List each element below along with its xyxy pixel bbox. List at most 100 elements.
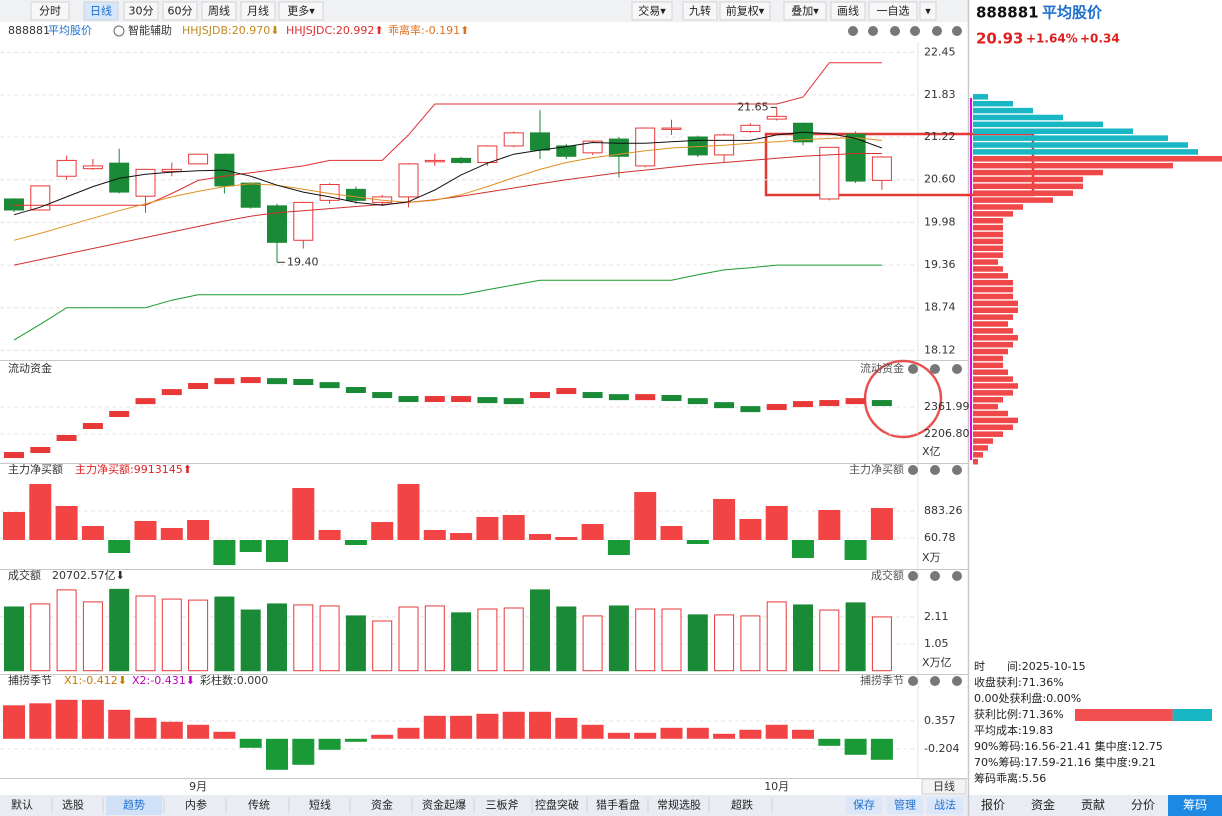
- bottom-tab[interactable]: 默认: [11, 799, 33, 812]
- bottom-tab[interactable]: 资金起爆: [422, 798, 466, 812]
- toolbar-button-label[interactable]: ▾: [925, 5, 931, 18]
- toolbar-button[interactable]: [278, 1, 324, 21]
- action-button[interactable]: 保存: [853, 798, 875, 812]
- toolbar-button-label[interactable]: 叠加▾: [791, 5, 819, 18]
- panel-icon[interactable]: [910, 26, 920, 36]
- right-tab[interactable]: 分价: [1131, 798, 1155, 812]
- bottom-tab[interactable]: 资金: [371, 798, 393, 812]
- toolbar-button[interactable]: [919, 1, 937, 21]
- toolbar-button[interactable]: [868, 1, 918, 21]
- chip-info-line: 0.00处获利盘:0.00%: [974, 691, 1081, 705]
- toolbar-button[interactable]: [719, 1, 771, 21]
- chip-bar: [973, 190, 1073, 196]
- tab-active-bg[interactable]: [106, 796, 162, 815]
- toolbar-button-label[interactable]: 周线: [208, 4, 230, 18]
- bottom-tab[interactable]: 超跌: [731, 798, 753, 812]
- bar: [529, 711, 551, 739]
- header-name[interactable]: 平均股价: [48, 24, 92, 37]
- panel-icon[interactable]: [930, 465, 940, 475]
- panel-icon[interactable]: [908, 571, 918, 581]
- action-button-bg[interactable]: [927, 797, 963, 814]
- bottom-tab[interactable]: 控盘突破: [535, 798, 579, 812]
- toolbar-button[interactable]: [783, 1, 827, 21]
- bar: [765, 505, 788, 540]
- action-button-bg[interactable]: [887, 797, 923, 814]
- bottom-tab[interactable]: 传统: [248, 799, 270, 812]
- right-tab[interactable]: 资金: [1031, 797, 1055, 812]
- candle-body: [819, 146, 840, 200]
- panel-icon[interactable]: [930, 364, 940, 374]
- toolbar-button[interactable]: [240, 1, 276, 21]
- toolbar-button[interactable]: [682, 1, 718, 21]
- panel-icon[interactable]: [848, 26, 858, 36]
- toolbar-button[interactable]: [162, 1, 198, 21]
- candle-body: [766, 115, 787, 120]
- panel-icon[interactable]: [952, 465, 962, 475]
- bar: [529, 533, 551, 540]
- toolbar-button[interactable]: [830, 1, 866, 21]
- bottom-tab[interactable]: 选股: [62, 799, 84, 812]
- indicator-line: [14, 62, 882, 206]
- chip-bar: [973, 217, 1003, 224]
- assist-label[interactable]: 智能辅助: [128, 23, 172, 37]
- bar: [423, 529, 446, 540]
- panel-icon[interactable]: [952, 364, 962, 374]
- panel-icon[interactable]: [952, 26, 962, 36]
- right-tab[interactable]: 筹码: [1183, 798, 1207, 812]
- period-box: [921, 778, 967, 795]
- panel-icon[interactable]: [952, 571, 962, 581]
- panel-icon[interactable]: [952, 676, 962, 686]
- bar: [134, 520, 157, 540]
- toolbar-button-label[interactable]: 月线: [247, 4, 269, 18]
- flow-bar: [4, 452, 24, 459]
- bar: [81, 526, 104, 540]
- toolbar-button[interactable]: [30, 1, 70, 21]
- assist-icon[interactable]: [113, 25, 125, 37]
- bar: [344, 738, 367, 742]
- panel-icon[interactable]: [908, 676, 918, 686]
- right-tab-active-bg[interactable]: [1168, 795, 1222, 816]
- toolbar-button-label[interactable]: 九转: [689, 4, 711, 18]
- bar: [818, 738, 841, 746]
- toolbar-button-label[interactable]: 分时: [39, 5, 61, 18]
- right-tab[interactable]: 贡献: [1081, 797, 1105, 812]
- y-tick-label: 18.74: [924, 301, 956, 314]
- panel-icon[interactable]: [890, 26, 900, 36]
- toolbar-button-label[interactable]: 更多▾: [287, 4, 315, 18]
- bottom-tab[interactable]: 三板斧: [486, 798, 519, 812]
- flow-bar: [161, 389, 182, 396]
- toolbar-button-label[interactable]: 日线: [90, 4, 112, 18]
- toolbar-button-label[interactable]: 前复权▾: [726, 4, 765, 18]
- volume-bar: [398, 606, 419, 672]
- toolbar-button-label[interactable]: 交易▾: [638, 4, 666, 18]
- bottom-tab[interactable]: 短线: [309, 798, 331, 812]
- toolbar-button-label[interactable]: 60分: [168, 5, 193, 18]
- toolbar-button-label[interactable]: 30分: [129, 5, 154, 18]
- panel-icon[interactable]: [908, 364, 918, 374]
- panel-icon[interactable]: [930, 571, 940, 581]
- toolbar-button[interactable]: [83, 1, 119, 21]
- right-tab[interactable]: 报价: [981, 797, 1005, 812]
- toolbar-button[interactable]: [123, 1, 159, 21]
- bar: [634, 732, 657, 739]
- action-button[interactable]: 管理: [894, 798, 916, 812]
- unit-label: X万: [922, 551, 941, 564]
- bottom-tab[interactable]: 常规选股: [657, 798, 701, 812]
- action-button-bg[interactable]: [846, 797, 882, 814]
- toolbar-button-label[interactable]: 画线: [837, 4, 859, 18]
- chip-bar: [973, 169, 1103, 176]
- chip-bar: [973, 396, 1003, 403]
- panel-icon[interactable]: [908, 465, 918, 475]
- bar: [108, 709, 131, 739]
- bottom-tab[interactable]: 猎手看盘: [596, 798, 640, 812]
- toolbar-button[interactable]: [631, 1, 673, 21]
- bottom-tab[interactable]: 内参: [185, 798, 207, 812]
- panel-icon[interactable]: [868, 26, 878, 36]
- toolbar-button-label[interactable]: 一自选: [877, 5, 910, 18]
- action-button[interactable]: 战法: [934, 798, 956, 812]
- panel-icon[interactable]: [930, 676, 940, 686]
- volume-bar: [188, 599, 209, 672]
- toolbar-button[interactable]: [201, 1, 237, 21]
- bottom-tab[interactable]: 趋势: [123, 799, 145, 812]
- panel-icon[interactable]: [932, 26, 942, 36]
